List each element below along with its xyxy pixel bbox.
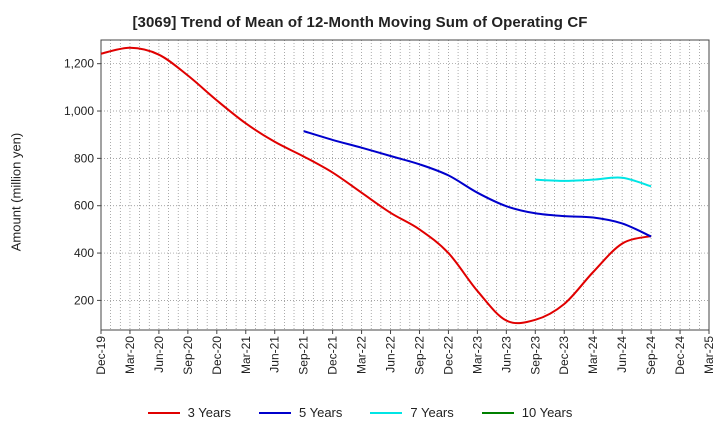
x-tick-label: Sep-21	[297, 336, 311, 375]
x-tick-label: Mar-24	[586, 336, 600, 374]
y-tick-label: 1,000	[64, 104, 94, 118]
x-tick-label: Dec-19	[94, 336, 108, 375]
x-tick-label: Mar-22	[355, 336, 369, 374]
y-tick-label: 400	[74, 246, 94, 260]
x-tick-label: Mar-20	[123, 336, 137, 374]
x-tick-label: Sep-23	[528, 336, 542, 375]
x-tick-label: Jun-20	[152, 336, 166, 373]
x-tick-label: Mar-23	[470, 336, 484, 374]
x-tick-label: Sep-24	[644, 336, 658, 375]
series-line-3-years	[100, 46, 652, 325]
legend-swatch	[370, 411, 403, 414]
y-tick-label: 600	[74, 199, 94, 213]
x-tick-label: Mar-21	[239, 336, 253, 374]
x-tick-label: Sep-20	[181, 336, 195, 375]
x-tick-label: Mar-25	[702, 336, 716, 374]
chart-canvas: 200 400 600 800 1,000 1,200 Dec-19 Mar-20 Jun-20…	[64, 39, 716, 375]
chart-title: [3069] Trend of Mean of 12-Month Moving …	[132, 14, 588, 31]
legend-item-10-years: 10 Years	[481, 405, 573, 420]
legend-swatch	[481, 411, 514, 414]
series-line-5-years	[303, 130, 652, 238]
legend-swatch	[259, 411, 291, 414]
legend-item-5-years: 5 Years	[259, 405, 342, 420]
x-tick-label: Dec-21	[326, 336, 340, 375]
legend-swatch	[147, 411, 180, 414]
x-tick-label: Dec-20	[210, 336, 224, 375]
series-line-7-years	[535, 176, 652, 188]
legend-label: 7 Years	[410, 405, 454, 420]
y-tick-label: 1,200	[64, 57, 94, 71]
x-tick-label: Jun-21	[268, 336, 282, 373]
x-tick-label: Jun-24	[615, 336, 629, 373]
x-tick-label: Dec-23	[557, 336, 571, 375]
x-tick-label: Sep-22	[412, 336, 426, 375]
legend-item-3-years: 3 Years	[147, 405, 231, 420]
x-tick-label: Jun-23	[499, 336, 513, 373]
legend: 3 Years 5 Years 7 Years 10 Years	[0, 405, 720, 420]
plot-frame	[100, 39, 710, 331]
legend-item-7-years: 7 Years	[370, 405, 454, 420]
x-tick-label: Jun-22	[384, 336, 398, 373]
y-tick-label: 800	[74, 151, 94, 165]
y-tick-label: 200	[74, 293, 94, 307]
legend-label: 5 Years	[299, 405, 343, 420]
x-tick-label: Dec-22	[441, 336, 455, 375]
legend-label: 3 Years	[187, 405, 231, 420]
legend-label: 10 Years	[521, 405, 573, 420]
x-tick-label: Dec-24	[673, 336, 687, 375]
